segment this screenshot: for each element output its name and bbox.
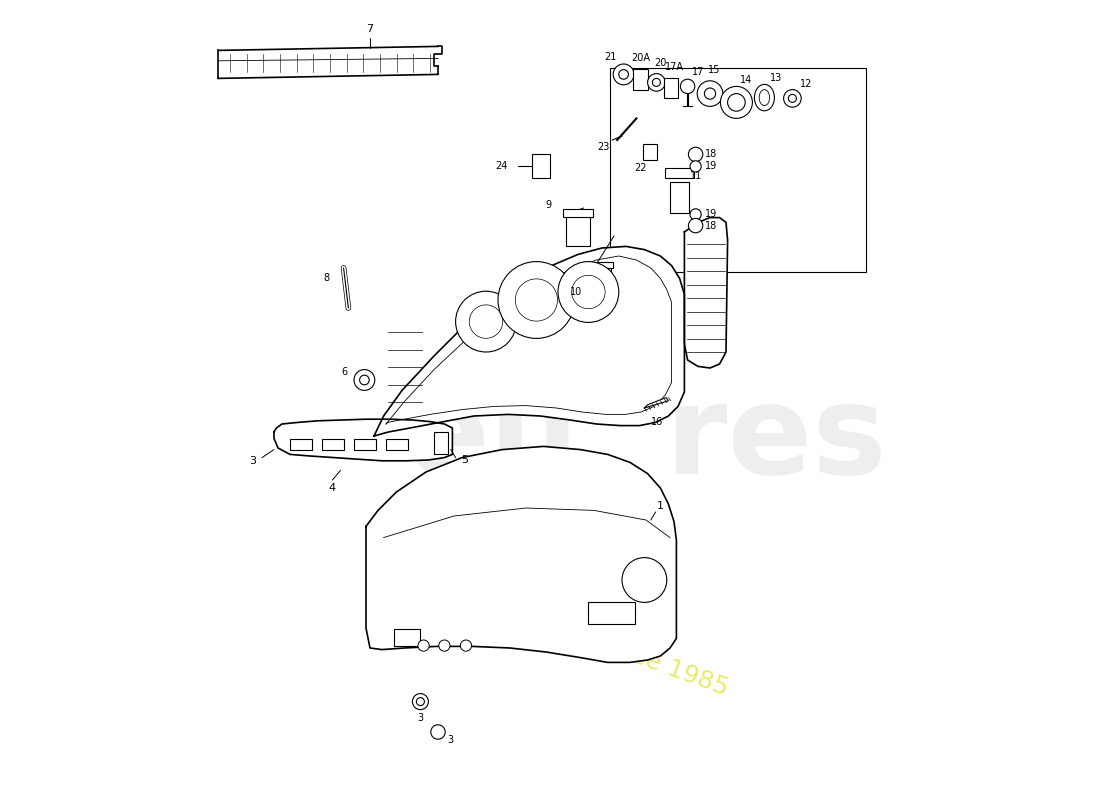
Circle shape xyxy=(613,64,634,85)
Circle shape xyxy=(498,262,575,338)
Text: 18: 18 xyxy=(705,150,717,159)
Circle shape xyxy=(515,279,558,321)
Bar xyxy=(666,168,694,178)
Circle shape xyxy=(689,218,703,233)
Bar xyxy=(642,144,657,160)
Circle shape xyxy=(652,78,660,86)
Bar xyxy=(594,262,613,268)
Circle shape xyxy=(648,74,666,91)
Circle shape xyxy=(412,694,428,710)
Circle shape xyxy=(455,291,516,352)
Circle shape xyxy=(431,725,446,739)
Polygon shape xyxy=(684,218,727,368)
Ellipse shape xyxy=(759,90,770,106)
Text: 1: 1 xyxy=(657,502,664,511)
Text: 17A: 17A xyxy=(666,62,684,72)
Bar xyxy=(394,629,419,646)
Text: 9: 9 xyxy=(546,200,551,210)
Circle shape xyxy=(418,640,429,651)
Text: 19: 19 xyxy=(705,210,717,219)
Circle shape xyxy=(697,81,723,106)
Text: 4: 4 xyxy=(329,483,336,493)
Circle shape xyxy=(704,88,716,99)
Bar xyxy=(610,68,866,272)
Text: 3: 3 xyxy=(249,456,256,466)
Bar xyxy=(588,602,635,624)
Text: 16: 16 xyxy=(651,418,663,427)
Text: eu  res: eu res xyxy=(405,379,887,501)
Polygon shape xyxy=(218,46,438,78)
Text: 15: 15 xyxy=(707,65,721,74)
Polygon shape xyxy=(374,246,684,436)
Circle shape xyxy=(572,275,605,309)
Circle shape xyxy=(619,70,628,79)
Circle shape xyxy=(461,640,472,651)
Text: 18: 18 xyxy=(705,221,717,230)
Bar xyxy=(386,439,408,450)
Bar xyxy=(634,69,648,90)
Text: 10: 10 xyxy=(570,287,582,297)
Text: 20: 20 xyxy=(654,58,667,68)
Bar xyxy=(354,439,376,450)
Circle shape xyxy=(439,640,450,651)
Bar xyxy=(670,182,690,213)
Text: 19: 19 xyxy=(705,162,717,171)
Text: a passion for parts since 1985: a passion for parts since 1985 xyxy=(368,548,732,700)
Text: 7: 7 xyxy=(366,24,374,34)
Text: 8: 8 xyxy=(323,274,329,283)
Text: 3: 3 xyxy=(417,713,424,722)
Circle shape xyxy=(727,94,745,111)
Text: 14: 14 xyxy=(740,75,752,85)
Circle shape xyxy=(783,90,801,107)
Bar xyxy=(532,154,550,178)
Polygon shape xyxy=(366,446,676,662)
Text: 17: 17 xyxy=(692,67,704,77)
Bar xyxy=(566,214,590,246)
Circle shape xyxy=(621,558,667,602)
Circle shape xyxy=(690,209,701,220)
Circle shape xyxy=(690,161,701,172)
Text: 24: 24 xyxy=(495,161,507,170)
Bar xyxy=(563,209,593,217)
Circle shape xyxy=(720,86,752,118)
Text: 20A: 20A xyxy=(631,54,650,63)
Circle shape xyxy=(470,305,503,338)
Bar xyxy=(434,432,449,454)
Bar xyxy=(596,264,611,282)
Circle shape xyxy=(354,370,375,390)
Ellipse shape xyxy=(755,84,774,111)
Bar xyxy=(322,439,344,450)
Polygon shape xyxy=(274,419,452,461)
Text: 13: 13 xyxy=(770,73,782,82)
Bar xyxy=(290,439,312,450)
Circle shape xyxy=(689,147,703,162)
Text: 6: 6 xyxy=(341,367,348,377)
Circle shape xyxy=(789,94,796,102)
Circle shape xyxy=(681,79,695,94)
Polygon shape xyxy=(645,398,669,408)
Text: 22: 22 xyxy=(634,163,647,173)
Circle shape xyxy=(558,262,619,322)
Circle shape xyxy=(360,375,370,385)
Text: 12: 12 xyxy=(800,79,812,89)
Text: 3: 3 xyxy=(447,735,453,745)
Text: 23: 23 xyxy=(597,142,609,152)
Bar xyxy=(663,78,678,98)
Text: 11: 11 xyxy=(691,171,703,181)
Text: 5: 5 xyxy=(461,455,468,465)
Circle shape xyxy=(417,698,425,706)
Text: 21: 21 xyxy=(605,52,617,62)
